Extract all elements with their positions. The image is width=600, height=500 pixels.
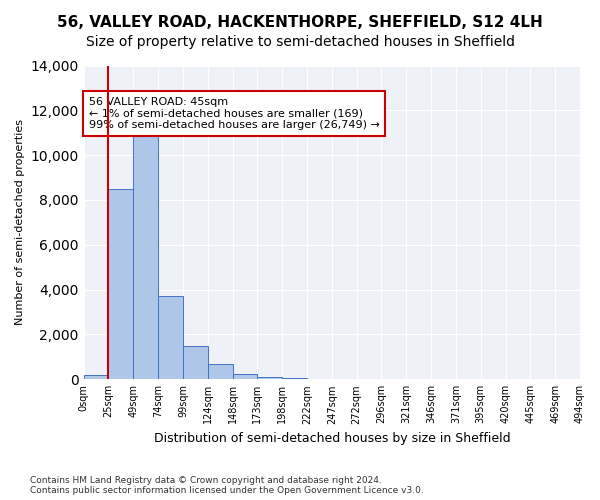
Bar	[109, 189, 133, 380]
Bar	[208, 364, 233, 380]
X-axis label: Distribution of semi-detached houses by size in Sheffield: Distribution of semi-detached houses by …	[154, 432, 510, 445]
Bar	[233, 374, 257, 380]
Text: 56, VALLEY ROAD, HACKENTHORPE, SHEFFIELD, S12 4LH: 56, VALLEY ROAD, HACKENTHORPE, SHEFFIELD…	[57, 15, 543, 30]
Bar	[183, 346, 208, 380]
Bar	[257, 376, 282, 380]
Bar	[133, 132, 158, 380]
Text: 56 VALLEY ROAD: 45sqm
← 1% of semi-detached houses are smaller (169)
99% of semi: 56 VALLEY ROAD: 45sqm ← 1% of semi-detac…	[89, 97, 380, 130]
Bar	[158, 296, 183, 380]
Bar	[83, 375, 109, 380]
Y-axis label: Number of semi-detached properties: Number of semi-detached properties	[15, 120, 25, 326]
Bar	[282, 378, 307, 380]
Text: Contains HM Land Registry data © Crown copyright and database right 2024.
Contai: Contains HM Land Registry data © Crown c…	[30, 476, 424, 495]
Text: Size of property relative to semi-detached houses in Sheffield: Size of property relative to semi-detach…	[86, 35, 515, 49]
